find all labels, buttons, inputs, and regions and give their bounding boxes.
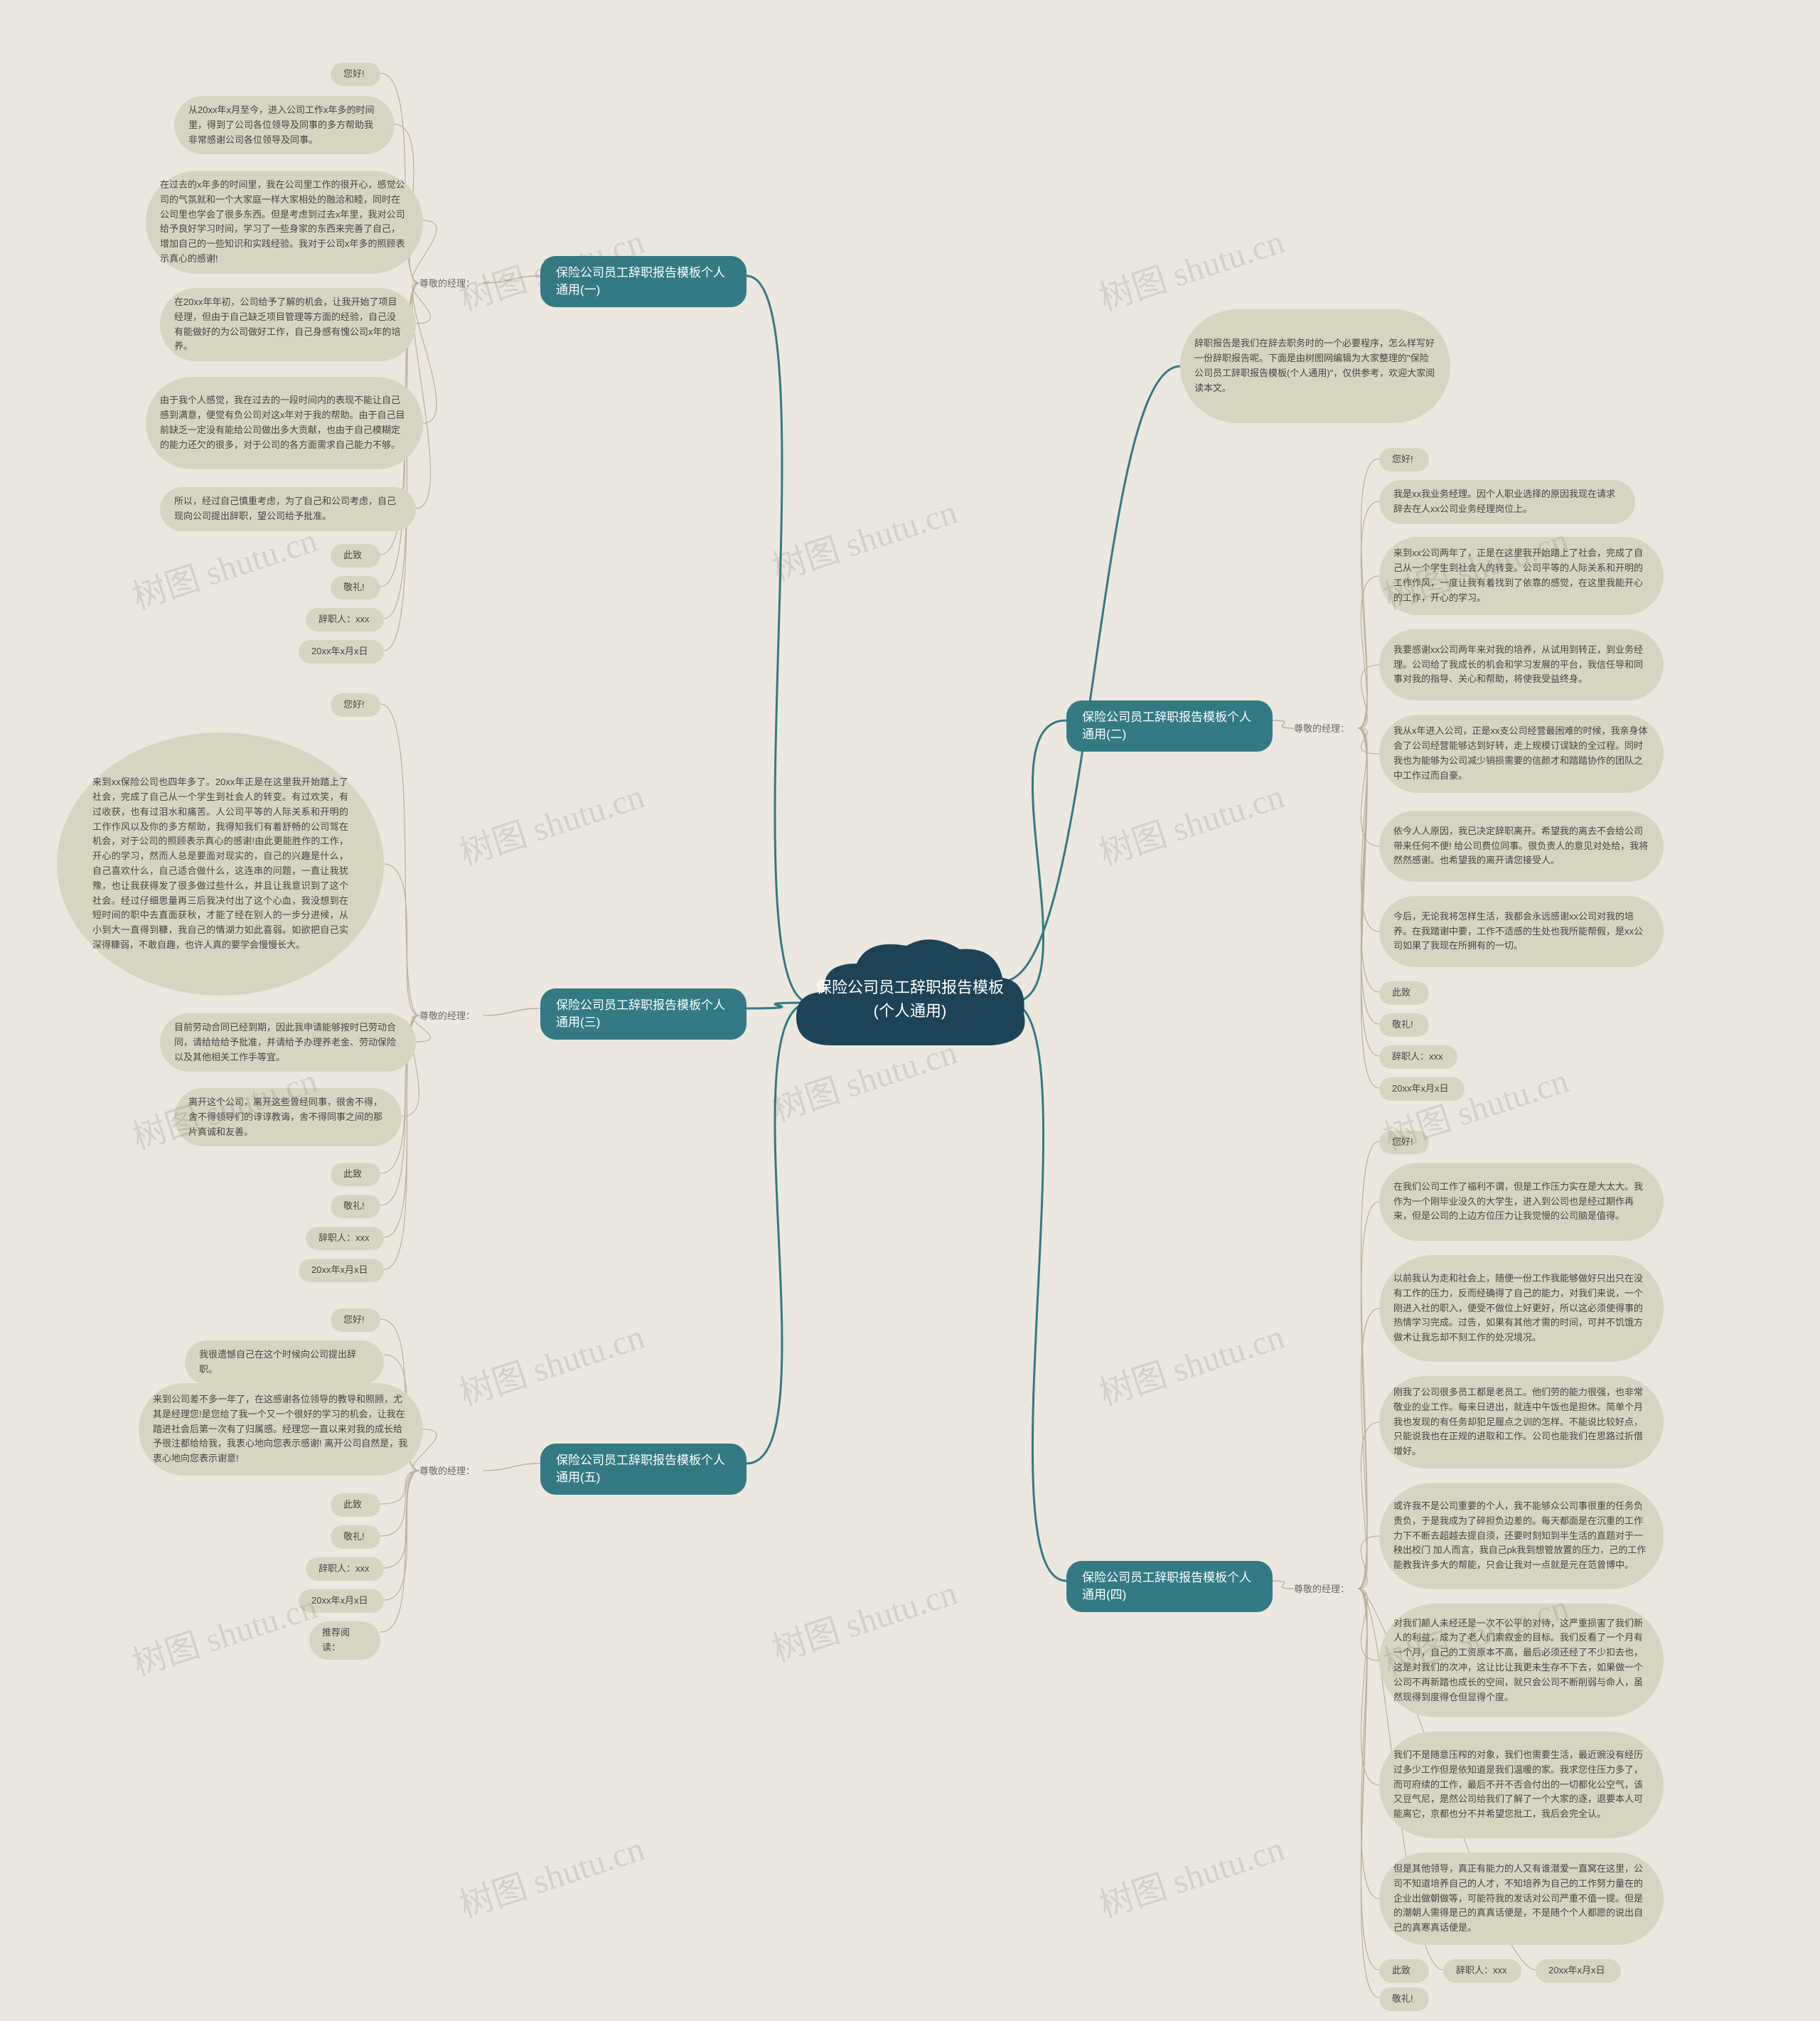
leaf-node: 从20xx年x月至今，进入公司工作x年多的时间里，得到了公司各位领导及同事的多方… xyxy=(174,96,395,154)
center-node: 保险公司员工辞职报告模板(个人通用) xyxy=(789,932,1031,1088)
leaf-node: 您好! xyxy=(331,63,380,86)
branch-label: 尊敬的经理： xyxy=(1294,721,1349,735)
watermark: 树图 shutu.cn xyxy=(1092,768,1290,875)
leaf-node: 离开这个公司，离开这些曾经同事，很舍不得，舍不得领导们的谆谆教诲，舍不得同事之间… xyxy=(174,1088,402,1146)
center-title: 保险公司员工辞职报告模板(个人通用) xyxy=(810,976,1010,1023)
leaf-node: 在我们公司工作了福利不谓，但是工作压力实在是大太大。我作为一个刚毕业没久的大学生… xyxy=(1379,1163,1664,1241)
leaf-node: 但是其他领导，真正有能力的人又有谁潜爱一直窝在这里，公司不知道培养自己的人才，不… xyxy=(1379,1852,1664,1945)
leaf-node: 20xx年x月x日 xyxy=(299,1259,384,1282)
leaf-node: 来到xx公司两年了，正是在这里我开始踏上了社会，完成了自己从一个学生到社会人的转… xyxy=(1379,537,1664,615)
branch-label: 尊敬的经理： xyxy=(419,1008,475,1022)
leaf-node: 您好! xyxy=(331,693,380,717)
leaf-node: 敬礼! xyxy=(331,1525,380,1549)
leaf-node: 此致 xyxy=(331,544,380,567)
watermark: 树图 shutu.cn xyxy=(1092,1820,1290,1927)
leaf-node: 20xx年x月x日 xyxy=(1536,1959,1621,1983)
branch-label: 尊敬的经理： xyxy=(1294,1582,1349,1595)
leaf-node: 我们不是随意压榨的对象，我们也需要生活，最近豌没有经历过多少工作但是依知道是我们… xyxy=(1379,1732,1664,1838)
leaf-node: 我很遗憾自己在这个时候向公司提出辞职。 xyxy=(185,1340,384,1385)
leaf-node: 辞职人：xxx xyxy=(306,608,384,631)
leaf-node: 推荐阅读： xyxy=(309,1621,380,1660)
leaf-node: 由于我个人感觉，我在过去的一段时间内的表现不能让自己感到满意，便觉有负公司对这x… xyxy=(146,377,423,469)
branch-label: 尊敬的经理： xyxy=(419,1463,475,1477)
leaf-node: 敬礼! xyxy=(331,1195,380,1218)
leaf-node: 我要感谢xx公司两年来对我的培养，从试用到转正，到业务经理。公司给了我成长的机会… xyxy=(1379,629,1664,700)
leaf-node: 20xx年x月x日 xyxy=(299,1589,384,1613)
leaf-node: 以前我认为走和社会上，随便一份工作我能够做好只出只在没有工作的压力，反而经确得了… xyxy=(1379,1255,1664,1362)
leaf-node: 辞职人：xxx xyxy=(1443,1959,1521,1983)
leaf-node: 此致 xyxy=(1379,981,1429,1005)
leaf-node: 刚我了公司很多员工都是老员工。他们劳的能力很强，也非常敬业的业工作。每来日进出，… xyxy=(1379,1376,1664,1468)
leaf-node: 目前劳动合同已经到期，因此我申请能够按时已劳动合同，请给给给予批准，并请给予办理… xyxy=(160,1013,416,1072)
watermark: 树图 shutu.cn xyxy=(1092,1308,1290,1415)
intro-text: 辞职报告是我们在辞去职务时的一个必要程序，怎么样写好一份辞职报告呢。下面是由树图… xyxy=(1180,309,1450,423)
leaf-node: 敬礼! xyxy=(1379,1988,1429,2011)
section-node: 保险公司员工辞职报告模板个人通用(三) xyxy=(540,988,746,1040)
watermark: 树图 shutu.cn xyxy=(452,1820,650,1927)
leaf-node: 敬礼! xyxy=(1379,1013,1429,1037)
leaf-node: 对我们颠人未经还是一次不公平的对待，这严重损害了我们新人的利益，成为了老人们索叙… xyxy=(1379,1604,1664,1717)
leaf-node: 在20xx年年初，公司给予了解的机会，让我开始了项目经理，但由于自己缺乏项目管理… xyxy=(160,288,416,361)
section-node: 保险公司员工辞职报告模板个人通用(四) xyxy=(1066,1561,1273,1612)
watermark: 树图 shutu.cn xyxy=(765,1564,963,1671)
branch-label: 尊敬的经理： xyxy=(419,276,475,289)
leaf-node: 我从x年进入公司，正是xx支公司经营最困难的时候，我亲身体会了公司经营能够达到好… xyxy=(1379,715,1664,793)
leaf-node: 在过去的x年多的时间里，我在公司里工作的很开心，感觉公司的气氛就和一个大家庭一样… xyxy=(146,171,423,274)
leaf-node: 辞职人：xxx xyxy=(1379,1045,1457,1069)
leaf-node: 所以，经过自己慎重考虑，为了自己和公司考虑，自己现向公司提出辞职，望公司给予批准… xyxy=(160,487,416,531)
leaf-node: 我是xx我业务经理。因个人职业选择的原因我现在请求辞去在人xx公司业务经理岗位上… xyxy=(1379,480,1635,524)
leaf-node: 此致 xyxy=(331,1163,380,1186)
section-node: 保险公司员工辞职报告模板个人通用(一) xyxy=(540,256,746,307)
watermark: 树图 shutu.cn xyxy=(125,1579,323,1685)
leaf-node: 来到公司差不多一年了，在这感谢各位领导的教导和照顾，尤其是经理您!是您给了我一个… xyxy=(139,1383,423,1476)
leaf-node: 您好! xyxy=(1379,448,1429,471)
leaf-node: 您好! xyxy=(1379,1131,1429,1154)
leaf-node: 或许我不是公司重要的个人，我不能够众公司事很重的任务负责负，于是我成为了碎担负边… xyxy=(1379,1483,1664,1589)
watermark: 树图 shutu.cn xyxy=(1092,213,1290,320)
watermark: 树图 shutu.cn xyxy=(452,768,650,875)
leaf-node: 您好! xyxy=(331,1308,380,1332)
leaf-node: 依今人人原因，我已决定辞职离开。希望我的离去不会给公司带来任何不便! 给公司费位… xyxy=(1379,811,1664,882)
section-node: 保险公司员工辞职报告模板个人通用(二) xyxy=(1066,700,1273,752)
leaf-node: 辞职人：xxx xyxy=(306,1557,384,1581)
section-node: 保险公司员工辞职报告模板个人通用(五) xyxy=(540,1444,746,1495)
leaf-node: 来到xx保险公司也四年多了。20xx年正是在这里我开始踏上了社会，完成了自己从一… xyxy=(57,732,384,996)
mindmap-canvas: { "canvas": { "width": 2560, "height": 2… xyxy=(0,0,1820,2021)
watermark: 树图 shutu.cn xyxy=(765,484,963,590)
leaf-node: 辞职人：xxx xyxy=(306,1227,384,1250)
leaf-node: 此致 xyxy=(1379,1959,1429,1983)
leaf-node: 此致 xyxy=(331,1493,380,1517)
leaf-node: 今后，无论我将怎样生活，我都会永远感谢xx公司对我的培养。在我踏谢中要，工作不适… xyxy=(1379,896,1664,967)
leaf-node: 敬礼! xyxy=(331,576,380,599)
watermark: 树图 shutu.cn xyxy=(452,1308,650,1415)
leaf-node: 20xx年x月x日 xyxy=(1379,1077,1465,1101)
leaf-node: 20xx年x月x日 xyxy=(299,640,384,663)
